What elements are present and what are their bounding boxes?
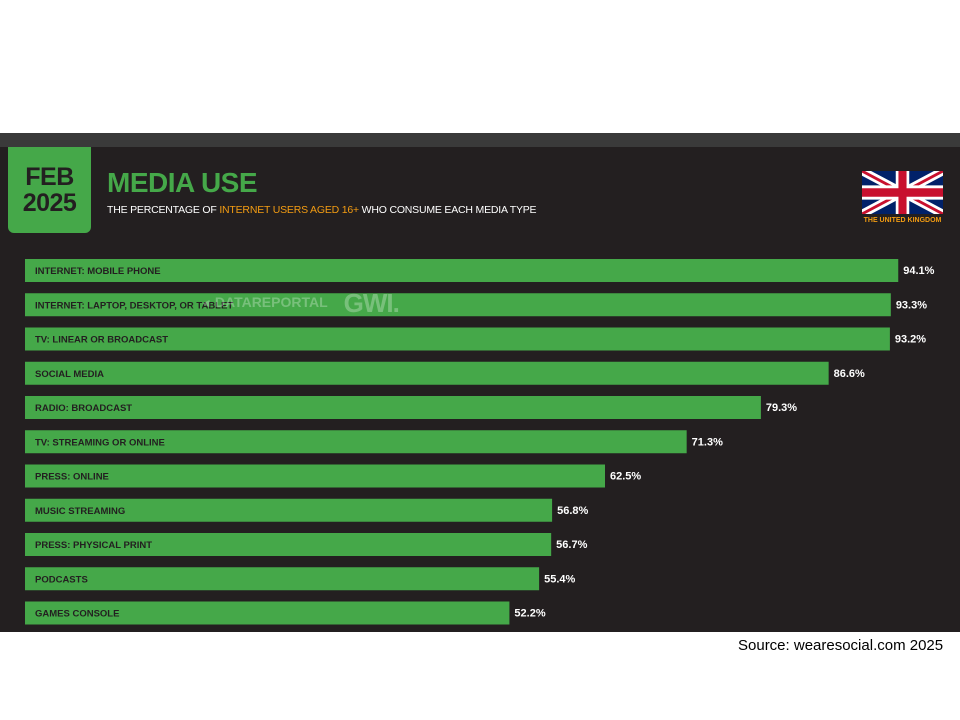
bar-value-label: 93.3% [896,299,927,311]
bar-category-label: MUSIC STREAMING [35,506,125,517]
bar [25,361,829,385]
bar-category-label: INTERNET: MOBILE PHONE [35,266,161,277]
bar-value-label: 62.5% [610,471,641,483]
bar [25,498,553,522]
bar-value-label: 79.3% [766,402,797,414]
bar-category-label: RADIO: BROADCAST [35,403,132,414]
datareportal-logo-icon: ◄ [200,296,212,310]
source-note: Source: wearesocial.com 2025 [738,637,944,654]
bar-category-label: PODCASTS [35,574,88,585]
bar-value-label: 56.8% [557,505,588,517]
bar-category-label: INTERNET: LAPTOP, DESKTOP, OR TABLET [35,300,233,311]
bar-category-label: PRESS: ONLINE [35,472,109,483]
bar [25,396,761,419]
watermark: ◄ DATAREPORTAL GWI. [200,288,400,319]
bar-value-label: 55.4% [544,573,575,585]
bar [25,601,510,625]
bar-category-label: PRESS: PHYSICAL PRINT [35,540,152,551]
infographic-panel: FEB 2025 MEDIA USE THE PERCENTAGE OF INT… [0,133,960,632]
bar [25,430,687,454]
bar [25,464,605,488]
bar [25,533,552,556]
bar-category-label: SOCIAL MEDIA [35,369,104,380]
bar [25,327,890,351]
bar-value-label: 56.7% [556,539,587,551]
bar [25,567,540,591]
bar-value-label: 93.2% [895,334,926,346]
bar-value-label: 94.1% [903,265,934,277]
bar-value-label: 71.3% [692,436,723,448]
date-month: FEB [25,163,74,191]
bar [25,293,891,317]
bar-value-label: 86.6% [834,368,865,380]
subtitle-text-post: WHO CONSUME EACH MEDIA TYPE [358,204,537,216]
subtitle-highlight: INTERNET USERS AGED 16+ [219,204,359,216]
bar-category-label: GAMES CONSOLE [35,609,119,620]
date-year: 2025 [22,189,77,217]
bar-category-label: TV: LINEAR OR BROADCAST [35,335,168,346]
bar [25,259,899,282]
bar-value-label: 52.2% [514,608,545,620]
watermark-brand: DATAREPORTAL [214,294,328,310]
chart-title: MEDIA USE [107,167,258,198]
country-caption: THE UNITED KINGDOM [863,217,942,224]
chart-subtitle: THE PERCENTAGE OF INTERNET USERS AGED 16… [107,204,537,216]
bar-chart: INTERNET: MOBILE PHONE 94.1% INTERNET: LAP… [25,259,935,625]
panel-top-strip [0,133,960,147]
subtitle-text-pre: THE PERCENTAGE OF [107,204,220,216]
date-badge: FEB 2025 [8,147,91,233]
uk-flag-icon [862,171,943,214]
watermark-partner: GWI. [343,288,400,318]
bar-category-label: TV: STREAMING OR ONLINE [35,437,165,448]
